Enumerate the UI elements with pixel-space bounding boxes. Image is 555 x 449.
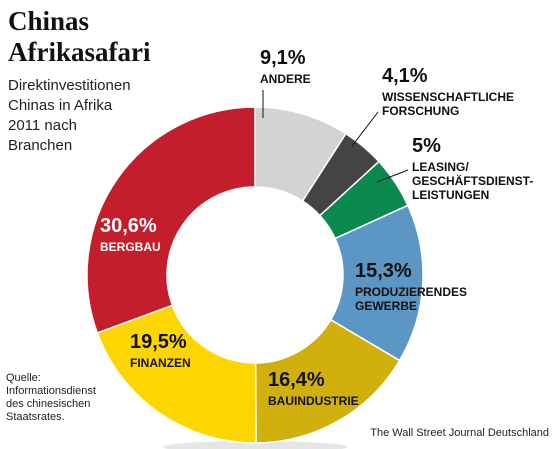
source-note: Quelle: Informationsdienst des chinesisc… — [6, 372, 96, 423]
leader-line — [351, 111, 379, 147]
slice-category-label: LEASING/ — [412, 160, 469, 174]
slice-value-label: 30,6% — [100, 215, 157, 237]
slice-category-label: ANDERE — [260, 72, 311, 86]
chart-title: Chinas Afrikasafari — [8, 6, 151, 67]
donut-slice — [86, 106, 256, 334]
chart-subtitle: Direktinvestitionen Chinas in Afrika 201… — [8, 77, 131, 154]
leader-line — [376, 169, 409, 183]
slice-value-label: 4,1% — [382, 65, 428, 87]
slice-category-label: FINANZEN — [130, 356, 191, 370]
slice-category-label: BAUINDUSTRIE — [268, 394, 359, 408]
slice-value-label: 9,1% — [260, 47, 306, 69]
donut-slice — [254, 318, 401, 444]
slice-value-label: 5% — [412, 135, 441, 157]
credit-line: The Wall Street Journal Deutschland — [370, 427, 549, 439]
slice-value-label: 15,3% — [355, 260, 412, 282]
slice-category-label: GESCHÄFTSDIENST- — [412, 173, 533, 188]
donut-slice — [96, 304, 257, 444]
slice-category-label: PRODUZIERENDES — [355, 285, 467, 299]
slice-value-label: 19,5% — [130, 331, 187, 353]
slice-value-label: 16,4% — [268, 369, 325, 391]
slice-category-label: GEWERBE — [355, 299, 417, 313]
slice-category-label: BERGBAU — [100, 240, 161, 254]
slice-category-label: LEISTUNGEN — [412, 188, 489, 202]
slice-category-label: WISSENSCHAFTLICHE — [382, 90, 514, 104]
slice-category-label: FORSCHUNG — [382, 104, 459, 118]
donut-shadow — [162, 441, 348, 449]
